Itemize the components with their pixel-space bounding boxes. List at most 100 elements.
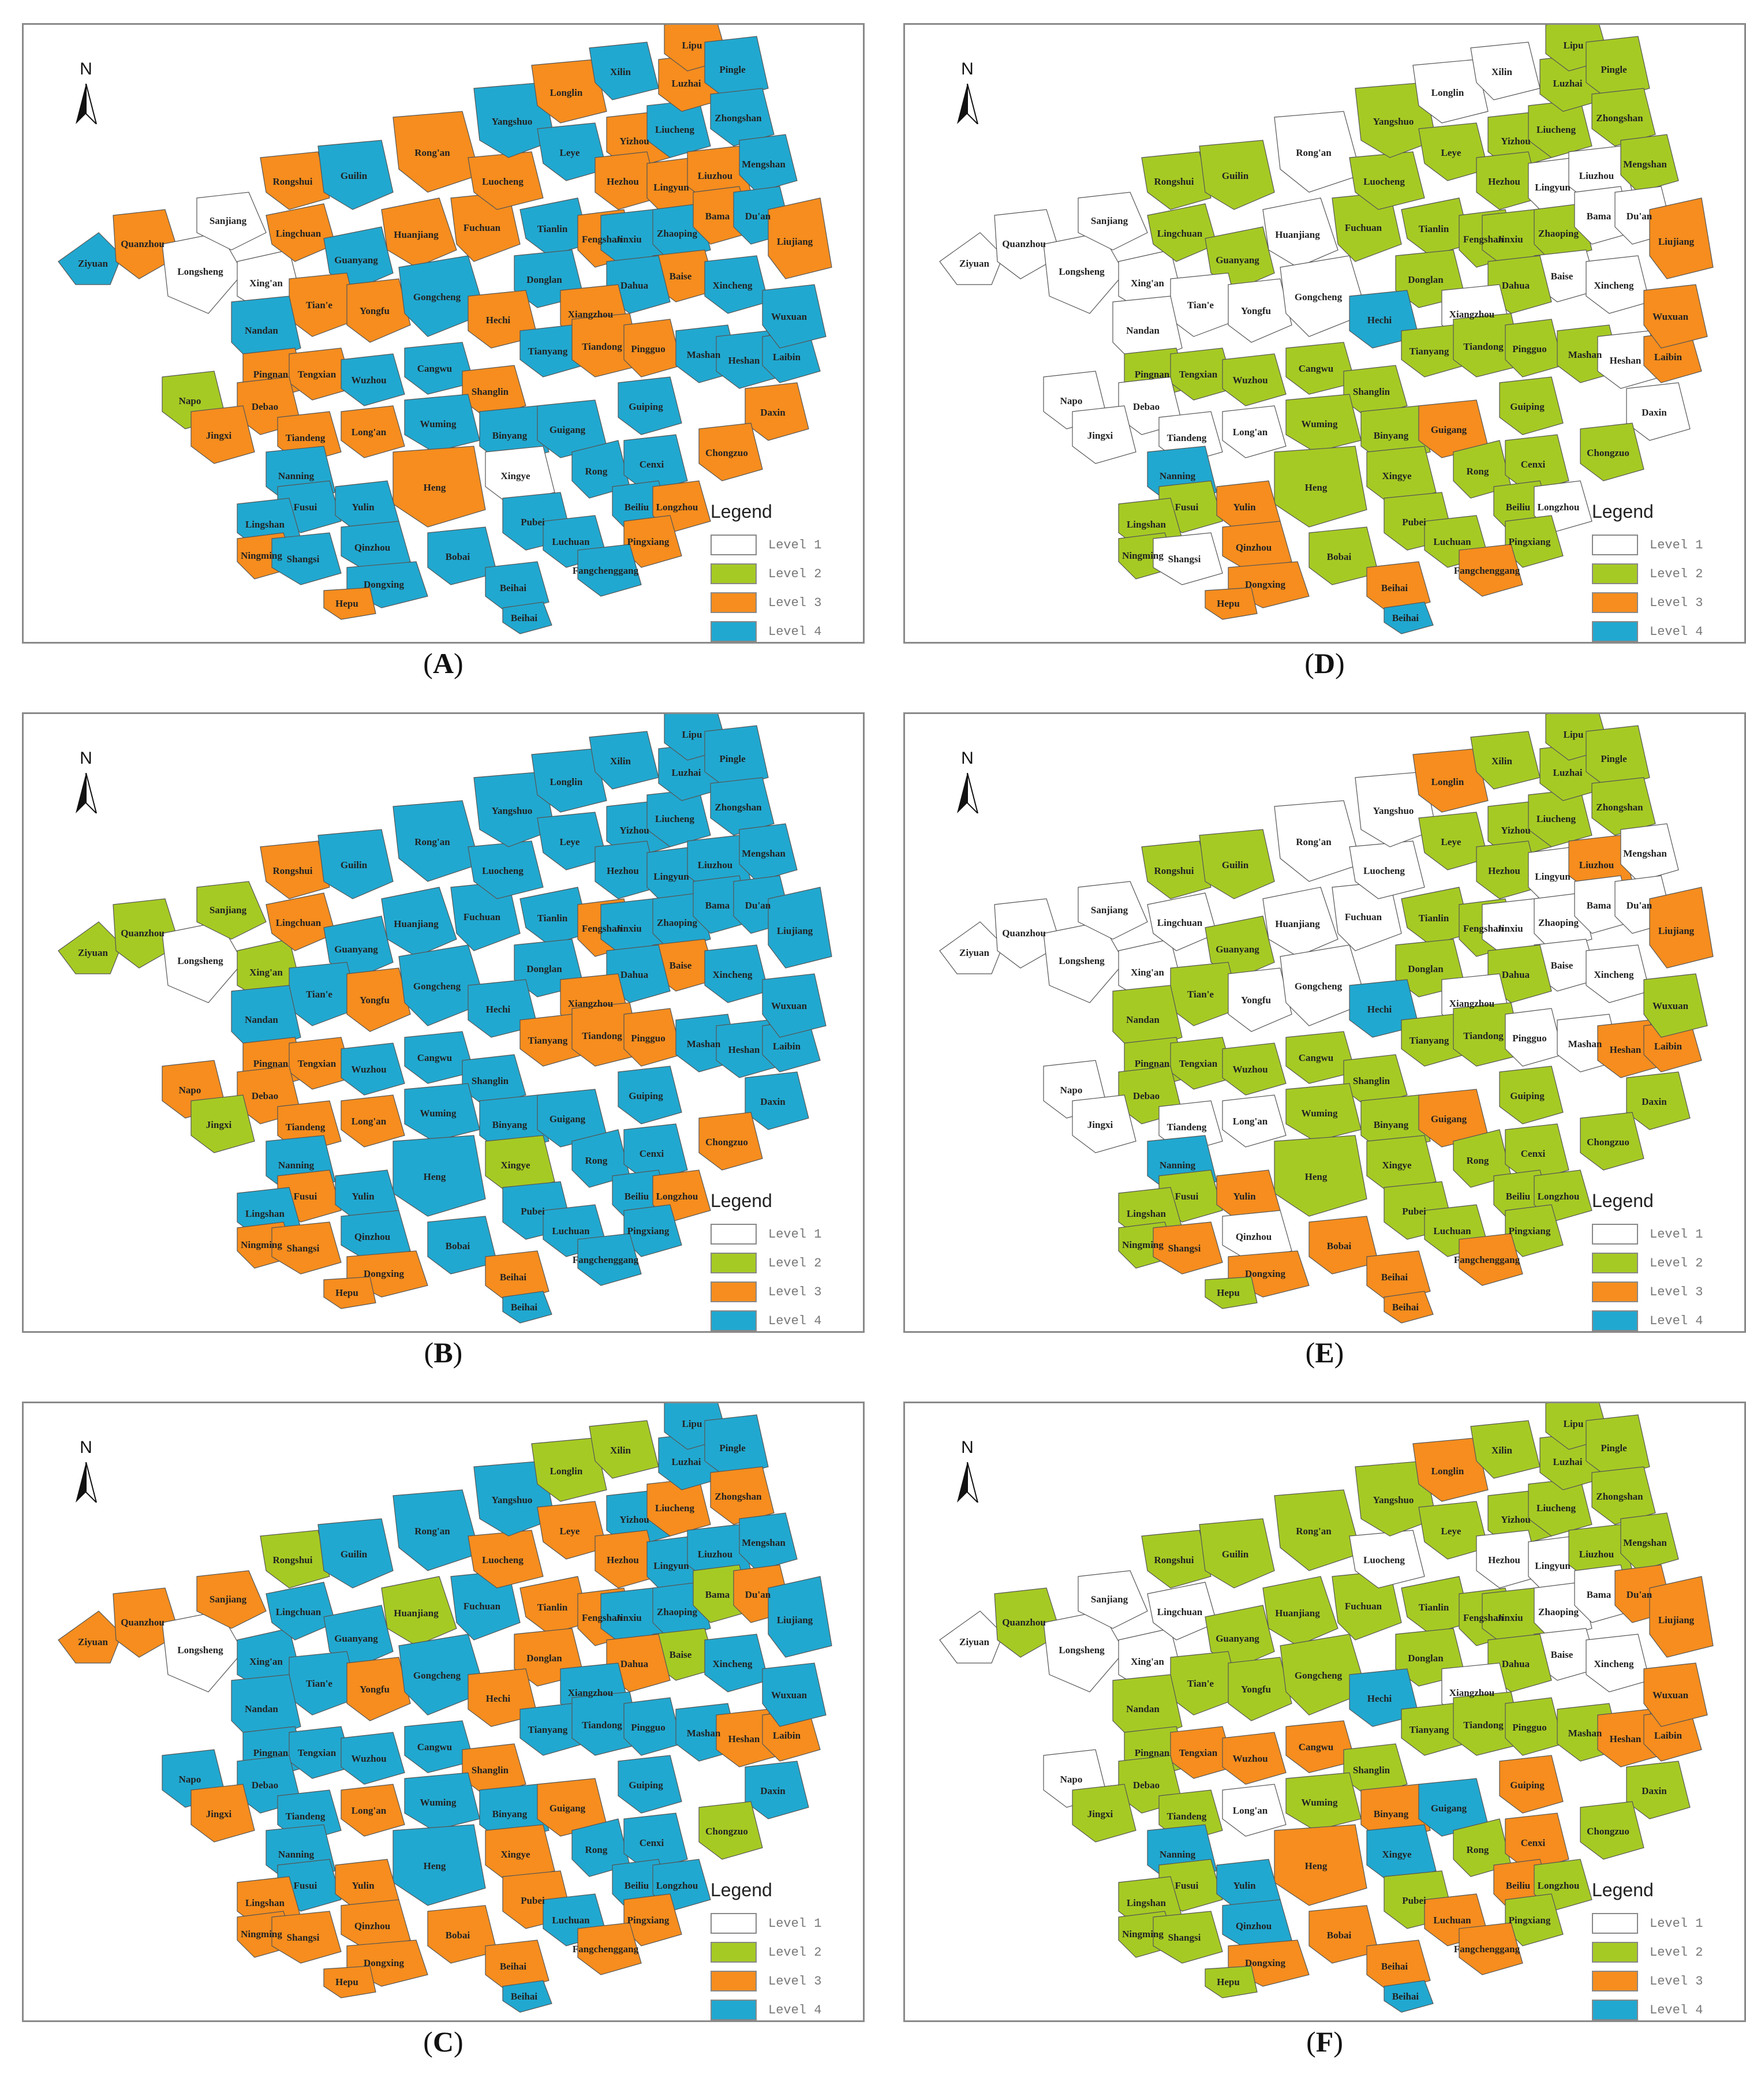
region-cangwu — [1643, 284, 1708, 349]
place-label: Yangshuo — [492, 1494, 533, 1505]
region-fuchuan — [1620, 823, 1679, 882]
region-longsheng — [1470, 42, 1541, 100]
region-longsheng — [589, 42, 659, 100]
place-label: Bama — [1587, 1589, 1612, 1600]
place-label: Laibin — [773, 1041, 801, 1052]
place-label: Dahua — [1502, 280, 1530, 291]
region-beihai — [1384, 1291, 1434, 1324]
region-qinzhou — [1308, 1216, 1379, 1275]
region-longsheng — [1470, 1420, 1541, 1479]
region-yongfu — [1476, 151, 1541, 210]
place-label: Dahua — [620, 280, 649, 291]
place-label: Guanyang — [334, 944, 378, 955]
place-label: Xingye — [1382, 1160, 1412, 1171]
place-label: Rong'an — [1296, 1526, 1332, 1537]
place-label: Donglan — [1408, 963, 1444, 974]
legend-item: Level 4 — [1592, 1996, 1730, 2020]
place-label: Xincheng — [1594, 969, 1634, 980]
place-label: Fuchuan — [463, 1601, 501, 1612]
place-label: Pingxiang — [627, 1225, 670, 1236]
region-mashan — [1285, 1031, 1356, 1084]
region-qinzhou — [427, 526, 498, 585]
region-dongxing — [1205, 1966, 1258, 1998]
place-label: Shangsi — [1168, 554, 1201, 565]
place-label: Guanyang — [1216, 944, 1259, 955]
place-label: Fengshan — [582, 923, 622, 934]
place-label: Beihai — [511, 1302, 538, 1313]
region-cenxi — [698, 1112, 763, 1171]
north-label: N — [80, 59, 92, 79]
place-label: Yizhou — [1501, 1514, 1530, 1525]
region-fuchuan — [739, 1512, 798, 1571]
region-sanjiang — [1412, 748, 1489, 813]
region-bobai — [1459, 1922, 1523, 1975]
place-label: Xilin — [1491, 1445, 1512, 1456]
place-label: Tianyang — [1409, 1724, 1449, 1735]
place-label: Pingguo — [1512, 1033, 1547, 1044]
place-label: Xing'an — [249, 1656, 283, 1667]
place-label: Hechi — [486, 1004, 511, 1015]
place-label: Rong — [585, 1844, 608, 1855]
place-label: Leye — [560, 147, 580, 158]
place-label: Du'an — [1627, 900, 1652, 911]
region-ningming — [1153, 1221, 1223, 1275]
place-label: Rongshui — [273, 176, 313, 187]
north-label: N — [961, 59, 974, 79]
region-fengshan — [266, 203, 336, 262]
legend-swatch — [1592, 1971, 1638, 1991]
place-label: Daxin — [1642, 407, 1667, 418]
north-arrow-icon: N — [950, 1438, 985, 1519]
region-bobai — [1459, 544, 1523, 597]
legend-label: Level 4 — [768, 2002, 822, 2017]
region-mashan — [404, 342, 474, 395]
place-label: Sanjiang — [1091, 905, 1128, 916]
region-fengshan — [266, 892, 336, 951]
panel-caption: (D) — [1304, 647, 1345, 679]
region-dahua — [346, 1657, 411, 1721]
place-label: Guiping — [629, 1780, 663, 1791]
place-label: Jinxiu — [615, 923, 641, 934]
legend-item: Level 3 — [711, 1967, 849, 1996]
region-yongfu — [1476, 1530, 1541, 1589]
place-label: Longlin — [1431, 1466, 1464, 1477]
place-label: Fengshan — [582, 234, 622, 245]
place-label: Xingye — [1382, 1849, 1412, 1860]
place-label: Lipu — [682, 729, 702, 740]
region-beihai — [502, 1291, 552, 1324]
region-longlin — [994, 1587, 1061, 1658]
place-label: Pingnan — [253, 1058, 289, 1069]
place-label: Lingshan — [245, 1208, 285, 1219]
place-label: Du'an — [745, 1589, 771, 1600]
region-sanjiang — [531, 748, 607, 813]
legend-swatch — [711, 563, 757, 584]
region-dahua — [1228, 1657, 1292, 1721]
place-label: Nandan — [245, 1703, 278, 1714]
place-label: Liuzhou — [698, 1549, 732, 1560]
place-label: Luzhai — [1553, 78, 1582, 89]
place-label: Liucheng — [655, 1503, 695, 1514]
region-du-an — [398, 1634, 486, 1716]
place-label: Pubei — [1402, 1895, 1426, 1906]
region-jingxi — [190, 1784, 255, 1843]
region-yongfu — [1476, 840, 1541, 899]
place-label: Wuzhou — [351, 1753, 386, 1764]
region-leye — [1078, 192, 1148, 251]
place-label: Lingshan — [245, 1897, 285, 1908]
place-label: Napo — [179, 1085, 201, 1096]
place-label: Liuzhou — [1579, 170, 1614, 181]
place-label: Lipu — [1564, 1418, 1584, 1429]
region-fuchuan — [1620, 134, 1679, 193]
region-guiping — [618, 376, 682, 435]
place-label: Xilin — [1491, 66, 1512, 77]
region-du-an — [1280, 255, 1367, 337]
legend: Legend Level 1 Level 2 Level 3 Level 4 — [711, 501, 849, 642]
legend-item: Level 3 — [1592, 588, 1730, 617]
region-zhaoping — [1586, 255, 1650, 314]
place-label: Quanzhou — [121, 928, 164, 939]
place-label: Tiandeng — [1167, 1811, 1207, 1822]
region-rong-an — [1418, 1501, 1489, 1560]
region-guiping — [1499, 1755, 1564, 1814]
region-longlin — [994, 209, 1061, 279]
place-label: Wuxuan — [771, 311, 807, 322]
place-label: Binyang — [1374, 430, 1409, 441]
